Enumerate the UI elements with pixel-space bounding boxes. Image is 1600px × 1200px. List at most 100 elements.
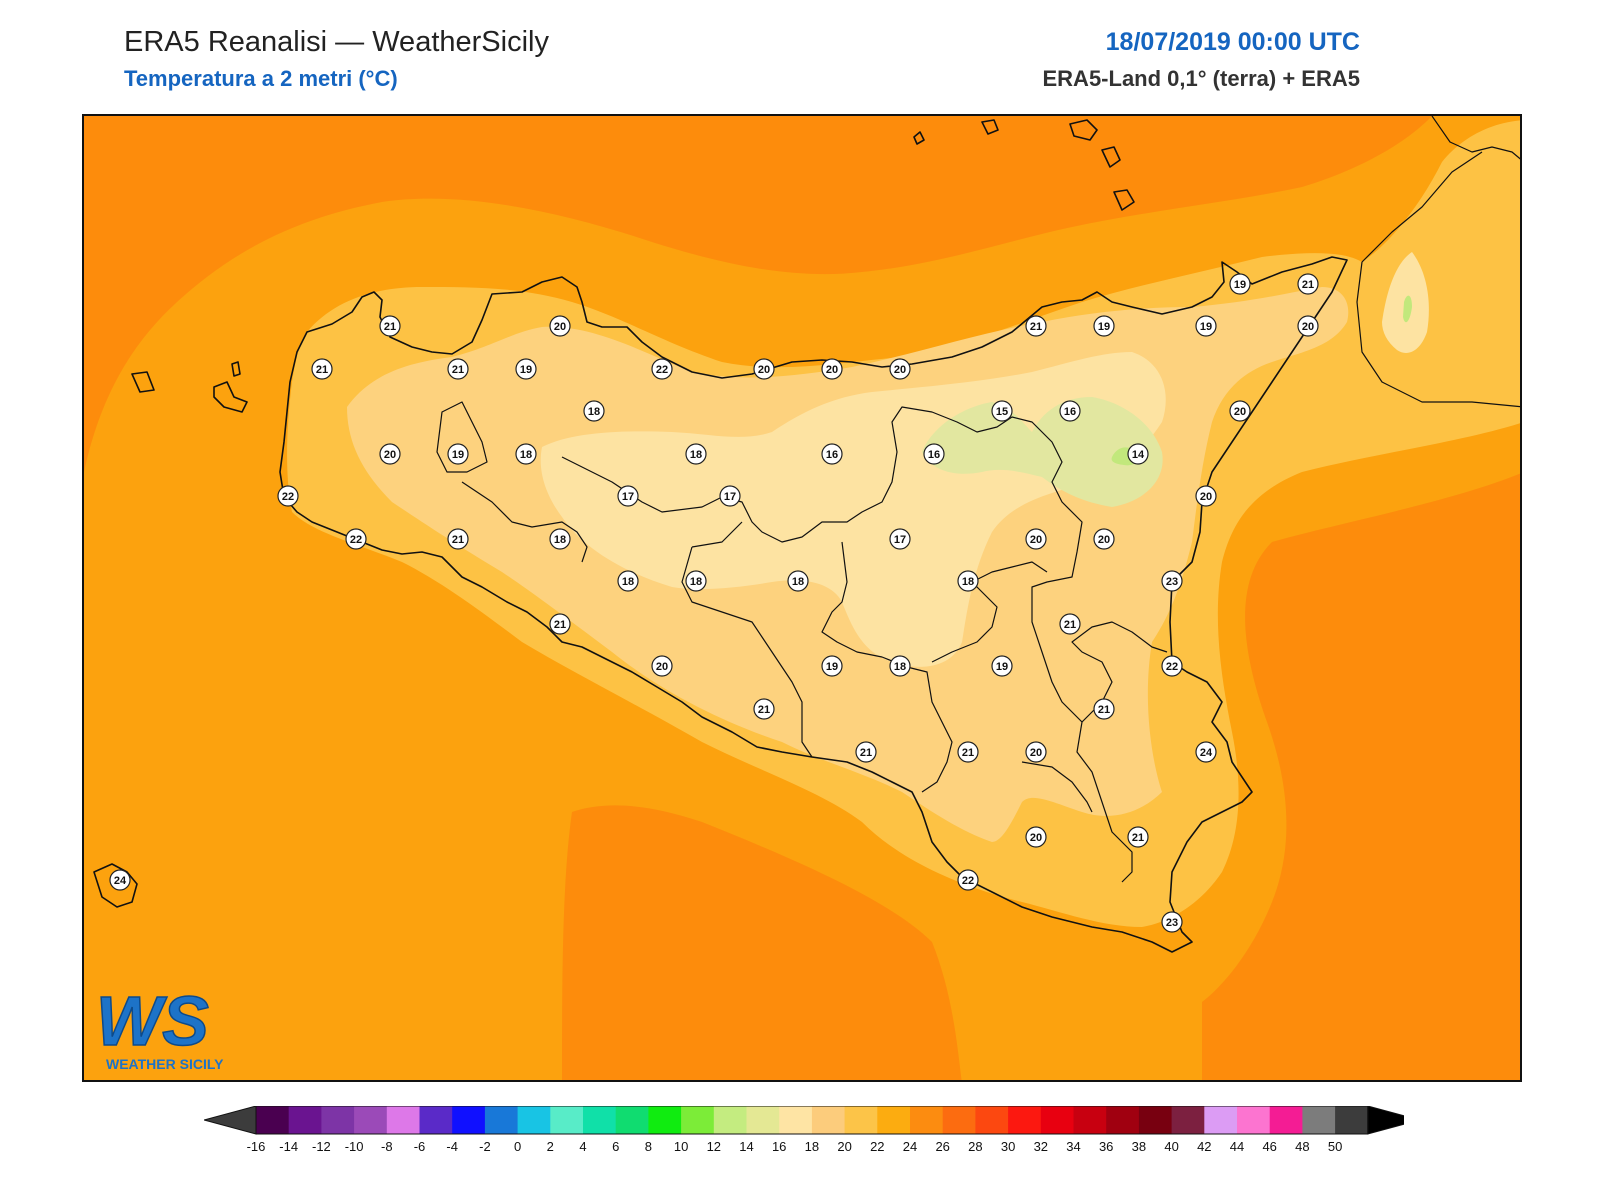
- colorbar-tick-label: -16: [247, 1139, 266, 1154]
- colorbar-tick-label: 40: [1164, 1139, 1178, 1154]
- colorbar-swatch: [321, 1106, 355, 1134]
- station-circle: [889, 358, 911, 380]
- station-marker: 18: [515, 443, 537, 465]
- station-circle: [379, 315, 401, 337]
- colorbar-tick-label: 2: [547, 1139, 554, 1154]
- colorbar-tick-label: 48: [1295, 1139, 1309, 1154]
- station-marker: 18: [889, 655, 911, 677]
- colorbar-swatch: [713, 1106, 747, 1134]
- station-value: 18: [520, 449, 532, 461]
- station-marker: 21: [1093, 698, 1115, 720]
- colorbar-swatch: [484, 1106, 519, 1134]
- station-value: 21: [1098, 704, 1110, 716]
- station-marker: 16: [1059, 400, 1081, 422]
- colorbar-min-extend: [204, 1106, 257, 1135]
- colorbar-swatch: [746, 1106, 780, 1134]
- station-value: 14: [1132, 449, 1145, 461]
- colorbar-tick-label: 46: [1262, 1139, 1276, 1154]
- station-marker: 23: [1161, 911, 1183, 933]
- station-value: 21: [1302, 279, 1314, 291]
- station-circle: [1093, 528, 1115, 550]
- colorbar-tick-label: 0: [514, 1139, 521, 1154]
- station-circle: [1229, 400, 1251, 422]
- logo-letters: WS: [96, 985, 209, 1060]
- station-marker: 19: [1093, 315, 1115, 337]
- station-value: 22: [962, 875, 974, 887]
- station-value: 22: [1166, 661, 1178, 673]
- station-value: 18: [894, 661, 906, 673]
- station-value: 19: [826, 661, 838, 673]
- map-subtitle: Temperatura a 2 metri (°C): [124, 66, 398, 91]
- station-circle: [1161, 911, 1183, 933]
- colorbar-swatch: [942, 1106, 976, 1134]
- station-value: 17: [622, 491, 634, 503]
- station-circle: [821, 655, 843, 677]
- station-marker: 19: [515, 358, 537, 380]
- station-marker: 18: [583, 400, 605, 422]
- station-marker: 21: [379, 315, 401, 337]
- colorbar-tick-label: 20: [837, 1139, 851, 1154]
- station-marker: 20: [1025, 826, 1047, 848]
- colorbar-tick-label: 18: [805, 1139, 819, 1154]
- colorbar-swatch: [844, 1106, 878, 1134]
- station-circle: [1025, 741, 1047, 763]
- colorbar-tick-label: 26: [935, 1139, 949, 1154]
- station-marker: 20: [549, 315, 571, 337]
- station-circle: [1059, 613, 1081, 635]
- station-marker: 15: [991, 400, 1013, 422]
- station-marker: 21: [1297, 273, 1319, 295]
- colorbar-swatch: [550, 1106, 584, 1134]
- station-value: 16: [826, 449, 838, 461]
- station-circle: [1195, 741, 1217, 763]
- colorbar-swatch: [288, 1106, 322, 1134]
- station-circle: [957, 741, 979, 763]
- station-marker: 17: [889, 528, 911, 550]
- station-circle: [855, 741, 877, 763]
- colorbar-tick-label: 4: [579, 1139, 586, 1154]
- colorbar-tick-label: 24: [903, 1139, 917, 1154]
- colorbar-swatch: [583, 1106, 617, 1134]
- weather-sicily-logo: WS WEATHER SICILY: [96, 985, 224, 1072]
- station-marker: 17: [719, 485, 741, 507]
- station-value: 20: [1200, 491, 1212, 503]
- colorbar-border: [255, 1106, 1369, 1135]
- colorbar-swatch: [1302, 1106, 1336, 1134]
- station-circle: [1195, 315, 1217, 337]
- station-circle: [549, 315, 571, 337]
- colorbar-tick-label: -14: [279, 1139, 298, 1154]
- station-circle: [651, 358, 673, 380]
- station-circle: [1161, 655, 1183, 677]
- station-value: 17: [894, 534, 906, 546]
- station-value: 21: [452, 364, 464, 376]
- colorbar-tick-label: -2: [479, 1139, 491, 1154]
- station-marker: 21: [1025, 315, 1047, 337]
- colorbar-swatch: [811, 1106, 846, 1134]
- station-circle: [549, 528, 571, 550]
- station-marker: 24: [109, 869, 131, 891]
- station-marker: 20: [889, 358, 911, 380]
- station-circle: [1229, 273, 1251, 295]
- colorbar-swatch: [779, 1106, 813, 1134]
- station-marker: 21: [1127, 826, 1149, 848]
- station-marker: 19: [1229, 273, 1251, 295]
- station-marker: 18: [617, 570, 639, 592]
- station-marker: 21: [1059, 613, 1081, 635]
- station-circle: [821, 443, 843, 465]
- station-marker: 16: [923, 443, 945, 465]
- temperature-colorbar: -16 -14 -12 -10 -8 -6 -4 -2 0 2 4 6 8 10 12 14 16 18 20 22 2…: [204, 1106, 1404, 1154]
- station-circle: [1127, 826, 1149, 848]
- data-source-label: ERA5-Land 0,1° (terra) + ERA5: [1042, 66, 1361, 91]
- logo-text: WEATHER SICILY: [106, 1056, 224, 1072]
- colorbar-swatch: [386, 1106, 420, 1134]
- colorbar-swatch: [256, 1106, 290, 1134]
- station-marker: 20: [1229, 400, 1251, 422]
- station-value: 20: [384, 449, 396, 461]
- station-circle: [447, 358, 469, 380]
- station-circle: [583, 400, 605, 422]
- station-marker: 21: [753, 698, 775, 720]
- station-circle: [991, 655, 1013, 677]
- colorbar-swatch: [910, 1106, 944, 1134]
- station-circle: [1093, 698, 1115, 720]
- station-marker: 21: [447, 528, 469, 550]
- station-marker: 20: [651, 655, 673, 677]
